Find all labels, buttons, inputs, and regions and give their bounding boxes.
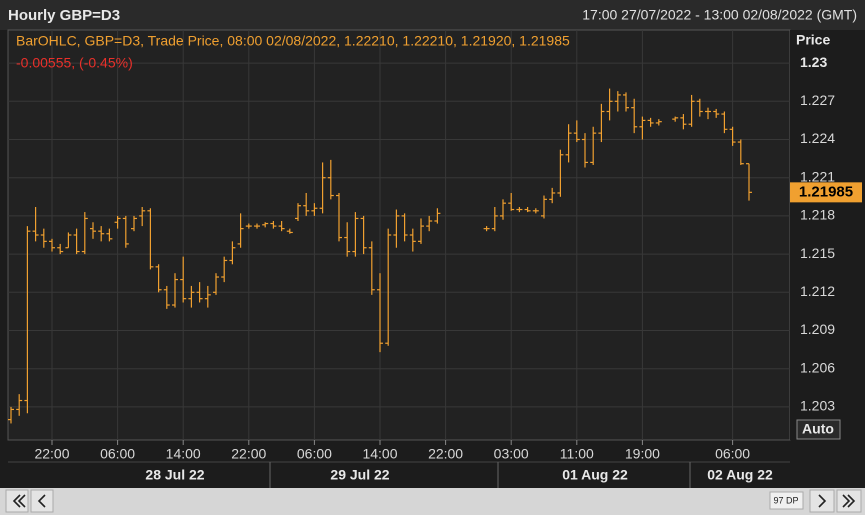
x-tick-label: 06:00	[100, 446, 135, 462]
x-tick-label: 11:00	[560, 446, 594, 462]
scroll-first-icon	[12, 494, 26, 508]
change-label: -0.00555, (-0.45%)	[16, 55, 133, 71]
y-tick-label: 1.212	[800, 283, 835, 299]
y-tick-label: 1.221	[800, 168, 835, 184]
y-tick-label: 1.215	[800, 245, 835, 261]
y-axis-panel	[790, 30, 865, 440]
date-label: 01 Aug 22	[562, 467, 628, 483]
scroll-next[interactable]	[809, 489, 835, 513]
x-tick-label: 22:00	[231, 446, 266, 462]
zoom-box[interactable]	[769, 491, 804, 510]
x-tick-label: 14:00	[362, 446, 397, 462]
x-tick-label: 19:00	[625, 446, 660, 462]
y-tick-label: 1.218	[800, 207, 835, 223]
auto-label[interactable]: Auto	[802, 421, 834, 437]
window-title: Hourly GBP=D3	[8, 7, 120, 24]
y-tick-label: 1.224	[800, 130, 835, 146]
auto-button[interactable]	[796, 419, 841, 440]
y-tick-label: 1.23	[800, 54, 827, 70]
date-label: 02 Aug 22	[707, 467, 773, 483]
date-range: 17:00 27/07/2022 - 13:00 02/08/2022 (GMT…	[582, 7, 857, 23]
header-bar	[0, 0, 865, 30]
legend: BarOHLC, GBP=D3, Trade Price, 08:00 02/0…	[16, 33, 570, 49]
date-label: 28 Jul 22	[145, 467, 204, 483]
scroll-next-icon	[818, 494, 827, 508]
scroll-prev-icon	[37, 494, 46, 508]
x-tick-label: 06:00	[297, 446, 332, 462]
x-tick-label: 22:00	[428, 446, 463, 462]
zoom-label: 97 DP	[773, 495, 798, 505]
scroll-first[interactable]	[5, 489, 29, 513]
last-price-label: 1.21985	[799, 183, 853, 200]
y-tick-label: 1.209	[800, 321, 835, 337]
last-price-tag	[790, 182, 862, 203]
y-tick-label: 1.203	[800, 398, 835, 414]
y-tick-label: 1.206	[800, 359, 835, 375]
scroll-bar	[0, 488, 865, 515]
x-tick-label: 22:00	[34, 446, 69, 462]
plot-area	[7, 29, 791, 441]
date-label: 29 Jul 22	[330, 467, 389, 483]
x-tick-label: 14:00	[166, 446, 201, 462]
x-tick-label: 06:00	[715, 446, 750, 462]
scroll-last-icon	[842, 494, 856, 508]
y-axis-label: Price	[796, 32, 830, 48]
y-tick-label: 1.227	[800, 92, 835, 108]
scroll-prev[interactable]	[30, 489, 54, 513]
x-tick-label: 03:00	[494, 446, 529, 462]
